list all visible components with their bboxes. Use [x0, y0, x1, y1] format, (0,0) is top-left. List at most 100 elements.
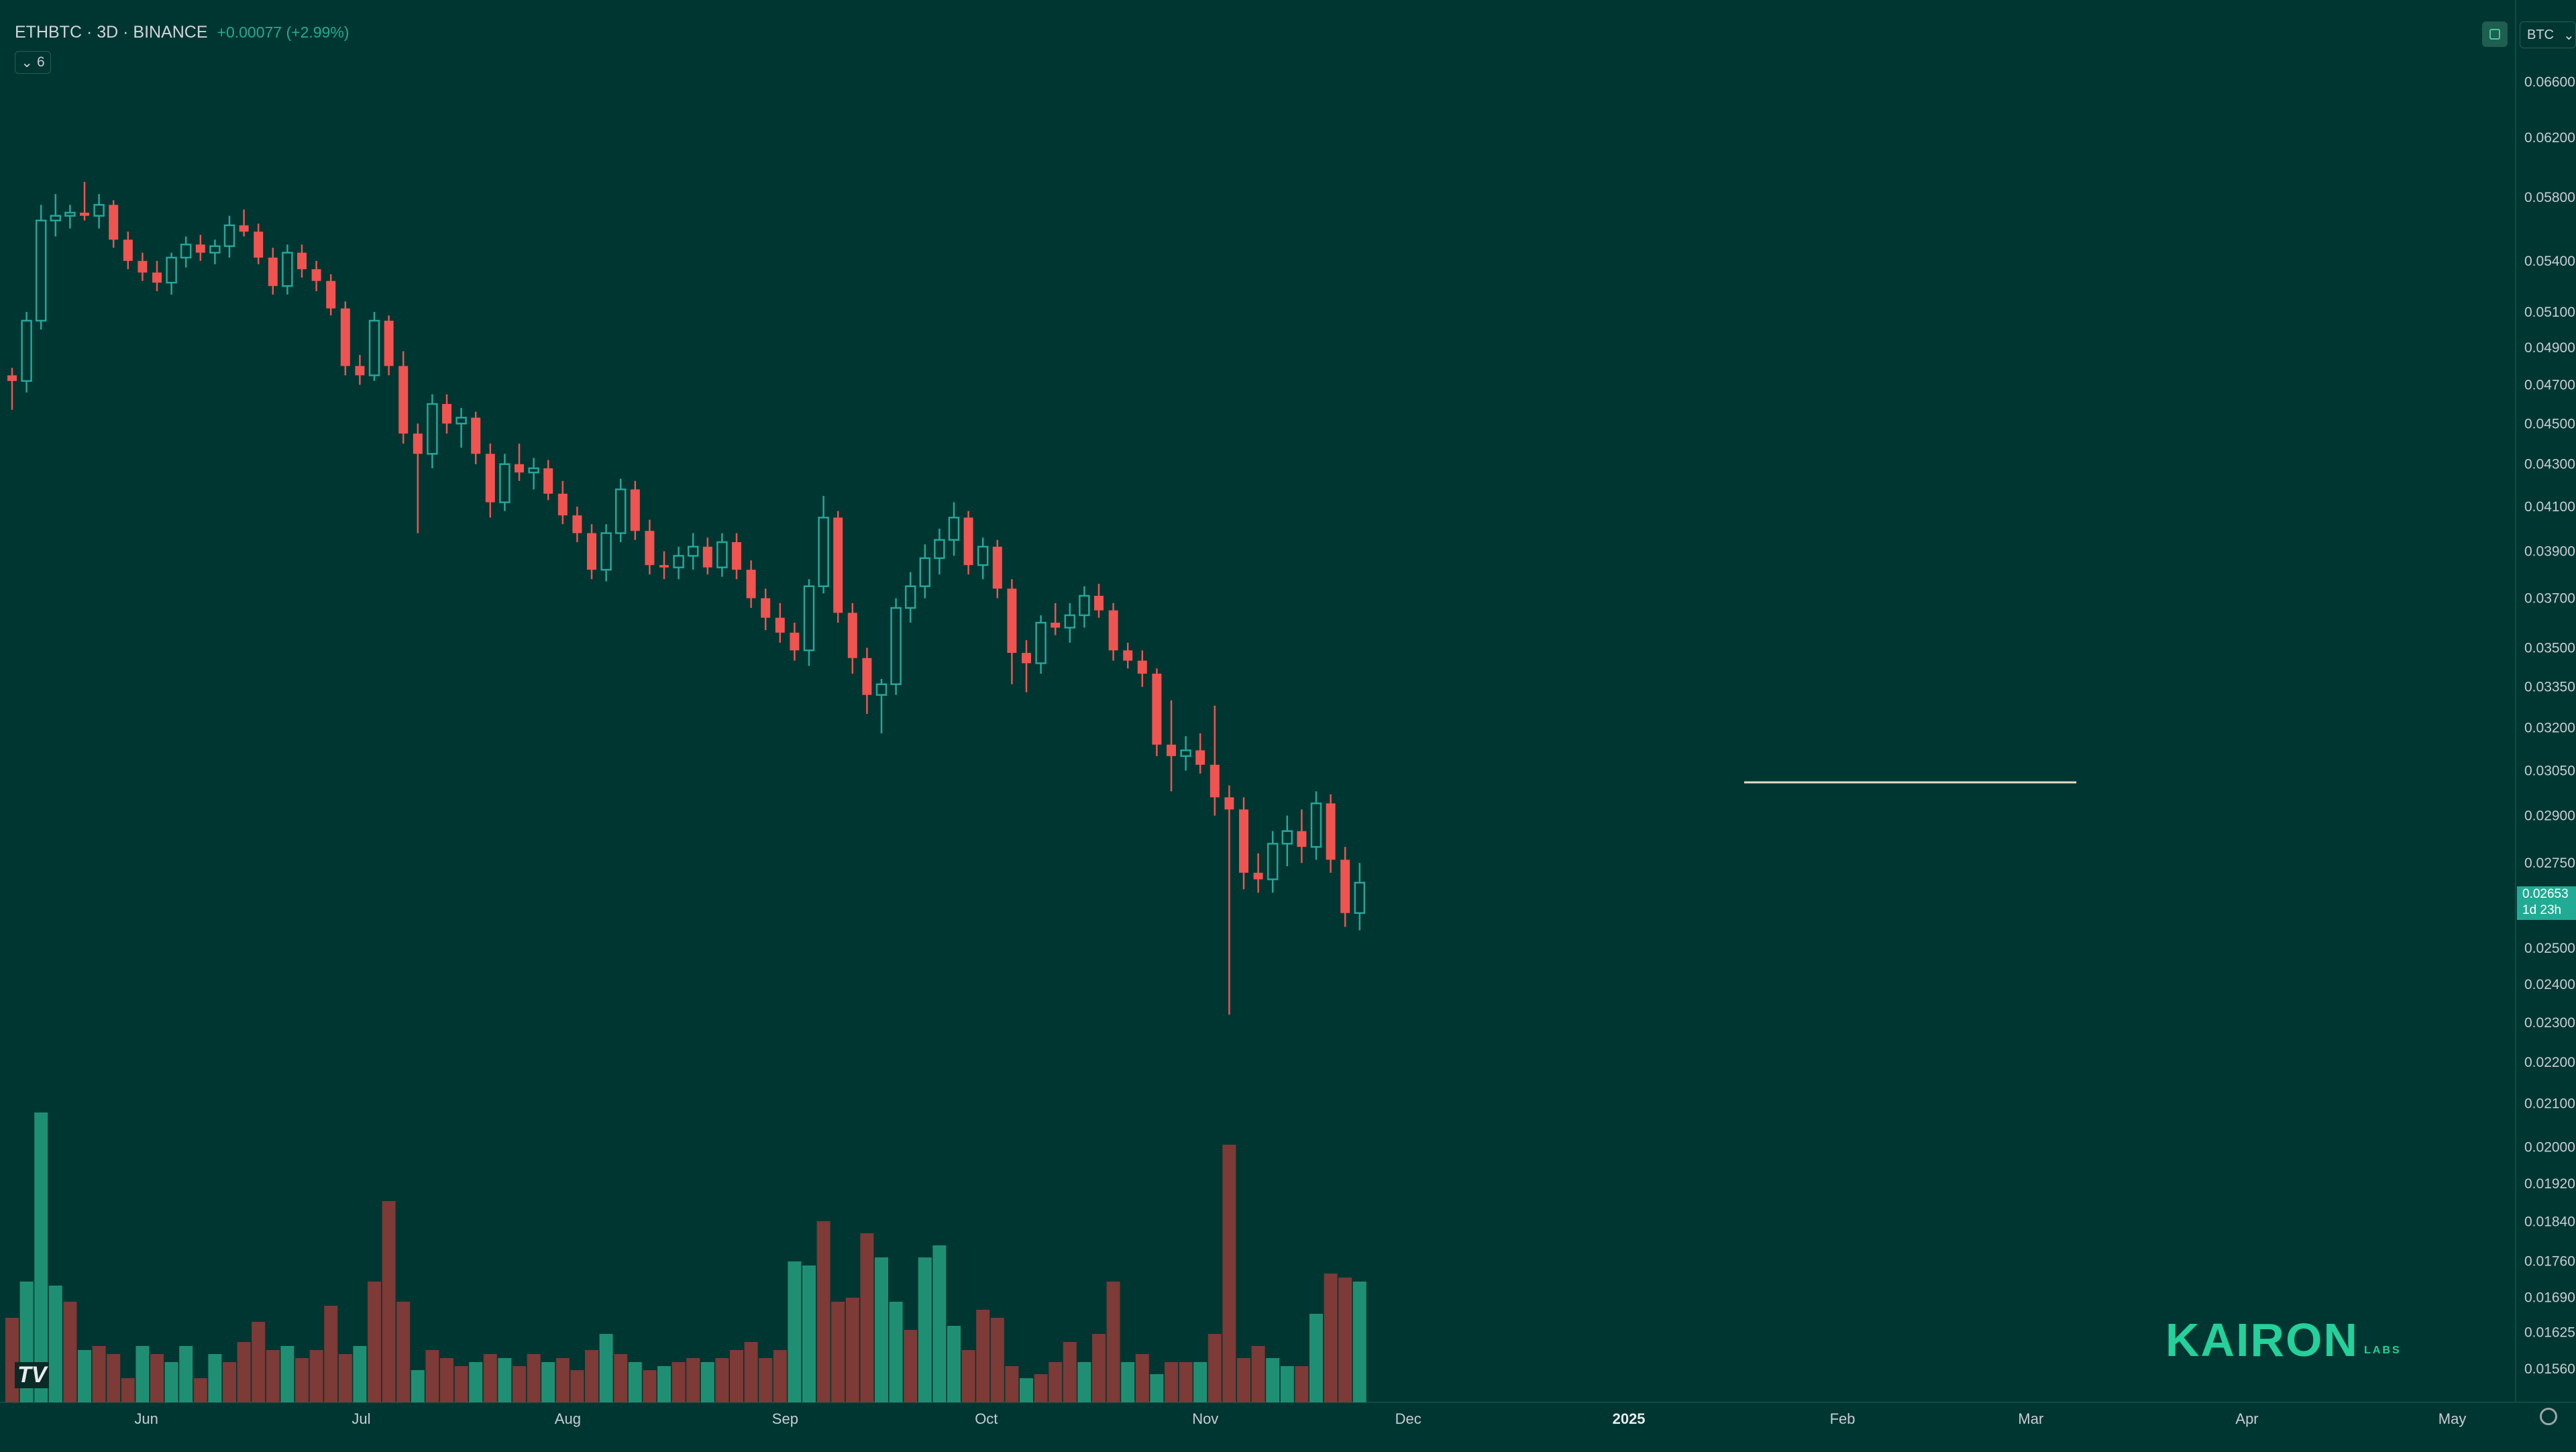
tradingview-logo[interactable]: TV [15, 1362, 50, 1388]
volume-bar [1309, 1314, 1323, 1402]
price-tick-label: 0.06600 [2524, 74, 2575, 90]
indicators-toggle-button[interactable]: ⌄ 6 [15, 51, 51, 74]
candle [223, 215, 235, 258]
time-tick-label: 2025 [1613, 1410, 1646, 1427]
volume-bar [904, 1330, 918, 1402]
watermark-logo: KAIRON LABS [2165, 1316, 2402, 1363]
price-tick-label: 0.02500 [2524, 941, 2575, 956]
price-tick-label: 0.02750 [2524, 855, 2575, 871]
candle [355, 354, 365, 385]
symbol-title[interactable]: ETHBTC · 3D · BINANCE [15, 23, 208, 42]
volume-bar [570, 1370, 584, 1402]
chevron-down-icon: ⌄ [2563, 28, 2575, 43]
price-tick-label: 0.01840 [2524, 1214, 2575, 1229]
candle [528, 458, 539, 490]
candle [442, 394, 451, 434]
volume-bar [266, 1350, 280, 1402]
last-price-value: 0.02653 [2522, 887, 2569, 901]
price-tick-label: 0.01760 [2524, 1254, 2575, 1269]
candle [948, 502, 960, 556]
price-tick-label: 0.04700 [2524, 377, 2575, 393]
candle [1035, 615, 1046, 674]
volume-bar [831, 1302, 845, 1402]
price-tick-label: 0.03900 [2524, 544, 2575, 560]
candle [1051, 603, 1061, 635]
price-tick-label: 0.03500 [2524, 640, 2575, 656]
volume-bar [744, 1342, 758, 1402]
candle [1239, 797, 1248, 890]
volume-bar [628, 1362, 642, 1402]
candle [1281, 815, 1293, 866]
candle [977, 537, 989, 580]
candle [326, 274, 336, 316]
price-tick-label: 0.04500 [2524, 416, 2575, 431]
volume-bar [280, 1346, 294, 1402]
currency-label: BTC [2527, 27, 2554, 42]
volume-bar [425, 1350, 439, 1402]
candle [833, 511, 843, 623]
time-tick-label: Apr [2235, 1410, 2258, 1427]
price-axis: 0.06600 0.06200 0.05800 0.05400 0.05100 0.049… [2524, 74, 2575, 1377]
time-tick-label: Dec [1395, 1410, 1421, 1427]
volume-bar [252, 1322, 266, 1402]
candle [1340, 847, 1350, 927]
candle [1310, 791, 1322, 860]
volume-bar [672, 1362, 686, 1402]
candle [7, 368, 17, 410]
volume-bar [1179, 1362, 1193, 1402]
volume-bar [34, 1112, 48, 1402]
indicator-count: 6 [36, 54, 45, 70]
candle [1007, 579, 1017, 684]
volume-bar [1193, 1362, 1208, 1402]
volume-bar [802, 1265, 816, 1402]
volume-bar [208, 1354, 222, 1402]
gear-icon[interactable] [2540, 1408, 2557, 1425]
candle [515, 444, 524, 481]
volume-bar [1034, 1374, 1048, 1402]
candle [875, 678, 888, 733]
volume-bar [686, 1358, 700, 1402]
price-tick-label: 0.04100 [2524, 499, 2575, 515]
candle [904, 572, 916, 623]
candle [890, 598, 902, 695]
candle [254, 223, 264, 264]
volume-bar [193, 1378, 207, 1402]
candle [1297, 809, 1307, 864]
candle [80, 182, 89, 221]
candle [485, 444, 495, 518]
screenshot-button[interactable] [2482, 21, 2508, 47]
currency-select[interactable]: BTC ⌄ [2520, 21, 2576, 48]
volume-bar [396, 1302, 411, 1402]
volume-bar [730, 1350, 743, 1402]
price-tick-label: 0.04300 [2524, 457, 2575, 472]
candle [557, 480, 568, 525]
candle [775, 603, 785, 643]
time-tick-label: May [2438, 1410, 2467, 1427]
price-tick-label: 0.05400 [2524, 254, 2575, 269]
candle [35, 205, 47, 330]
price-tick-label: 0.01625 [2524, 1325, 2575, 1341]
candle [572, 507, 582, 542]
candle [1022, 640, 1031, 692]
candle [1195, 733, 1205, 774]
volume-bar [150, 1354, 164, 1402]
volume-bar [1352, 1282, 1366, 1402]
candle [862, 647, 872, 715]
candle [499, 454, 511, 511]
candle [992, 539, 1002, 599]
price-tick-label: 0.03700 [2524, 591, 2575, 607]
candle [702, 537, 712, 575]
volume-bar [324, 1306, 338, 1402]
candle [761, 588, 771, 631]
price-tick-label: 0.04900 [2524, 340, 2575, 356]
candle [398, 351, 409, 444]
volume-bar [788, 1261, 802, 1402]
candle [687, 533, 699, 570]
volume-bar [875, 1257, 888, 1402]
price-tick-label: 0.01690 [2524, 1290, 2575, 1306]
candle [1267, 831, 1279, 893]
candle [1167, 700, 1176, 792]
volume-bar [990, 1318, 1004, 1402]
price-tick-label: 0.02000 [2524, 1140, 2575, 1155]
